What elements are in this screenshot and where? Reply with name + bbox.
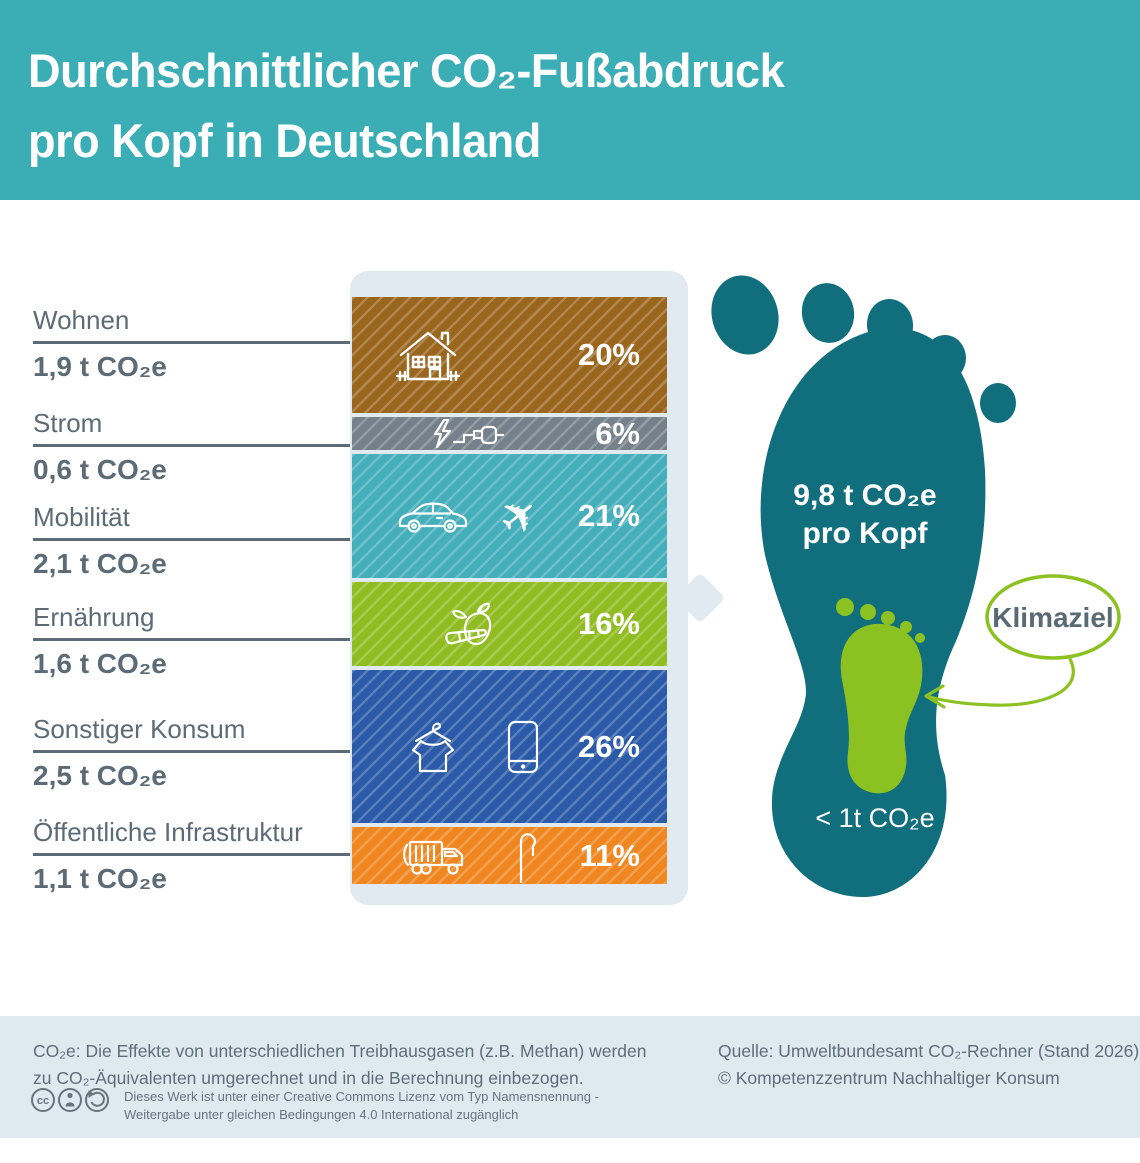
bar-segment-oeffentliche-infrastruktur: 11% (352, 827, 667, 884)
category-label: Mobilität (33, 502, 130, 532)
percent-label: 6% (595, 415, 640, 451)
category-value: 1,9 t CO₂e (33, 351, 167, 382)
source-line1: Quelle: Umweltbundesamt CO₂-Rechner (Sta… (718, 1041, 1140, 1061)
header-banner: Durchschnittlicher CO₂-Fußabdruck pro Ko… (0, 0, 1140, 200)
category-wohnen: Wohnen 1,9 t CO₂e (33, 304, 352, 384)
category-sonstiger-konsum: Sonstiger Konsum 2,5 t CO₂e (33, 713, 352, 793)
category-value: 1,1 t CO₂e (33, 863, 167, 894)
category-value: 1,6 t CO₂e (33, 648, 167, 679)
category-label: Strom (33, 408, 103, 438)
leader-line (33, 750, 352, 753)
creative-commons-icons: cc (31, 1088, 109, 1112)
tshirt-hanger-icon (411, 722, 455, 772)
garbage-truck-icon (403, 840, 464, 875)
category-label: Öffentliche Infrastruktur (33, 817, 303, 847)
category-label: Wohnen (33, 305, 130, 335)
car-icon (398, 502, 468, 533)
total-footprint-unit: pro Kopf (803, 517, 929, 550)
green-foot-sole (840, 623, 923, 794)
smartphone-icon (507, 720, 539, 773)
klimaziel-arrow (924, 657, 1075, 709)
percent-label: 20% (577, 337, 640, 372)
category-strom: Strom 0,6 t CO₂e (33, 407, 352, 487)
leader-line (33, 853, 352, 856)
bar-segment-sonstiger-konsum: 26% (352, 670, 667, 823)
leader-line (33, 538, 352, 541)
license-text: Dieses Werk ist unter einer Creative Com… (124, 1089, 599, 1122)
climate-target-label: Klimaziel (992, 602, 1113, 633)
co2e-note: CO₂e: Die Effekte von unterschiedlichen … (33, 1041, 647, 1088)
bar-segment-ernaehrung: 16% (352, 582, 667, 666)
license-row: cc Dieses Werk ist unter einer Creative … (30, 1086, 614, 1124)
footer: CO₂e: Die Effekte von unterschiedlichen … (0, 1016, 1140, 1138)
percent-label: 11% (579, 837, 640, 873)
cc-by-icon (67, 1092, 73, 1099)
category-label: Ernährung (33, 602, 155, 632)
total-footprint-value: 9,8 t CO₂e (793, 479, 936, 512)
category-value: 2,1 t CO₂e (33, 548, 167, 579)
footprint-illustration: 9,8 t CO₂e pro Kopf < 1t CO₂e Klimaziel (711, 275, 1121, 898)
percent-label: 16% (577, 606, 640, 641)
leader-line (33, 341, 352, 344)
street-lamp-icon (519, 832, 536, 883)
source-credit: Quelle: Umweltbundesamt CO₂-Rechner (Sta… (718, 1038, 1139, 1092)
category-value: 0,6 t CO₂e (33, 454, 167, 485)
bar-segment-wohnen: 20% (352, 297, 667, 413)
plane-icon: ✈ (487, 482, 552, 550)
page-title: Durchschnittlicher CO₂-Fußabdruck pro Ko… (28, 36, 785, 176)
page-title-line2: pro Kopf in Deutschland (28, 114, 541, 167)
source-line2: © Kompetenzzentrum Nachhaltiger Konsum (718, 1068, 1060, 1088)
category-oeffentliche-infrastruktur: Öffentliche Infrastruktur 1,1 t CO₂e (33, 816, 352, 896)
percent-label: 21% (577, 498, 640, 533)
category-mobilitaet: Mobilität 2,1 t CO₂e (33, 501, 352, 581)
leader-line (33, 638, 352, 641)
page-title-line1: Durchschnittlicher CO₂-Fußabdruck (28, 44, 785, 97)
bar-segment-mobilitaet: ✈ 21% (352, 454, 667, 578)
bar-segment-strom: 6% (352, 415, 667, 451)
percent-label: 26% (577, 728, 640, 764)
climate-target-value: < 1t CO₂e (815, 803, 934, 833)
category-label: Sonstiger Konsum (33, 714, 246, 744)
category-ernaehrung: Ernährung 1,6 t CO₂e (33, 601, 352, 681)
klimaziel-bubble (985, 574, 1121, 660)
leader-line (33, 444, 352, 447)
cc-sa-icon (90, 1091, 105, 1107)
lightning-plug-icon (433, 418, 505, 448)
cc-icon: cc (37, 1095, 49, 1107)
house-icon (396, 331, 460, 382)
apple-carrot-icon (445, 602, 492, 646)
category-value: 2,5 t CO₂e (33, 760, 167, 791)
green-foot-toes (836, 598, 925, 643)
